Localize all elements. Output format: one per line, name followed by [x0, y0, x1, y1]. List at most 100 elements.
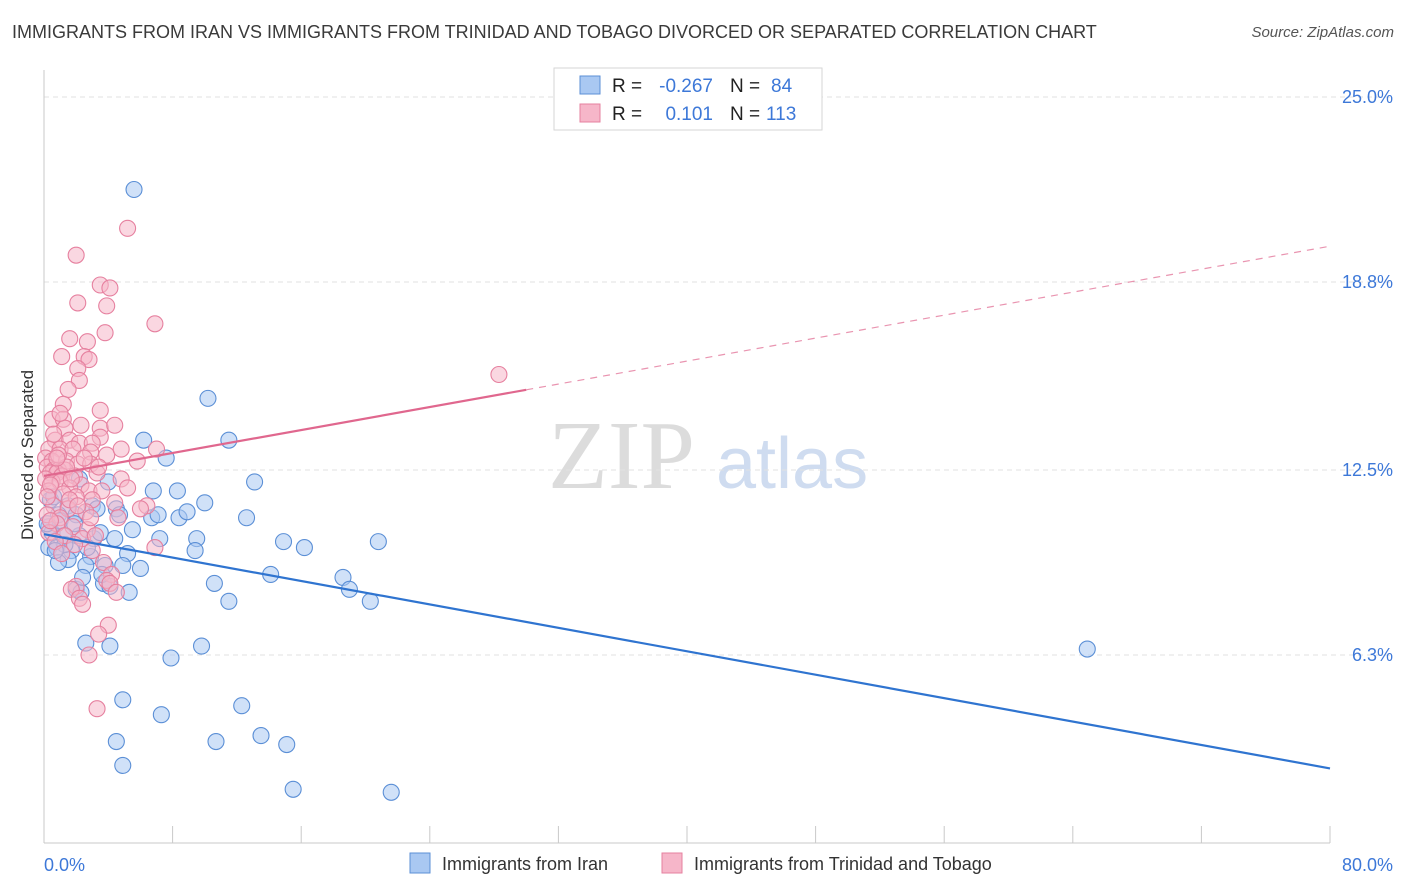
point-iran: [131, 559, 149, 578]
point-tt: [74, 595, 92, 613]
point-iran: [246, 473, 264, 491]
point-tt: [59, 380, 77, 398]
point-tt: [80, 351, 98, 369]
x-tick-label-max: 80.0%: [1342, 855, 1393, 875]
point-tt: [146, 539, 164, 557]
point-tt: [109, 509, 127, 527]
trendline-tt-extension: [526, 245, 1331, 391]
point-tt: [131, 500, 149, 518]
point-iran: [207, 732, 225, 751]
point-iran: [178, 503, 196, 521]
point-tt: [106, 494, 124, 512]
point-iran: [274, 533, 293, 551]
point-tt: [94, 553, 113, 572]
trendlines: [43, 245, 1331, 770]
point-iran: [220, 431, 238, 449]
point-tt: [101, 279, 119, 297]
point-iran: [123, 521, 141, 539]
point-tt: [106, 416, 124, 434]
point-tt: [78, 333, 96, 351]
bottom-legend-swatch-tt: [661, 852, 683, 874]
point-iran: [114, 556, 132, 575]
point-iran: [186, 542, 204, 560]
chart-title: IMMIGRANTS FROM IRAN VS IMMIGRANTS FROM …: [12, 22, 1097, 42]
point-tt: [75, 449, 93, 467]
legend-n-label-tt: N =: [730, 104, 760, 125]
bottom-legend-label-tt: Immigrants from Trinidad and Tobago: [694, 854, 992, 874]
point-tt: [88, 700, 106, 718]
trendline-tt: [43, 388, 527, 478]
point-iran: [149, 506, 167, 524]
y-axis-label: Divorced or Separated: [18, 370, 37, 540]
legend-swatch-iran: [579, 75, 601, 95]
point-iran: [220, 592, 238, 610]
point-iran: [233, 697, 251, 715]
point-iran: [114, 691, 132, 709]
point-tt: [98, 446, 116, 464]
point-iran: [295, 539, 313, 557]
point-tt: [96, 324, 114, 342]
point-tt: [38, 488, 56, 506]
point-iran: [144, 482, 162, 500]
legend-n-label-iran: N =: [730, 76, 760, 97]
x-tick-label-min: 0.0%: [44, 855, 85, 875]
point-iran: [114, 756, 132, 774]
point-tt: [48, 449, 66, 467]
point-tt: [112, 440, 130, 458]
bottom-legend-label-iran: Immigrants from Iran: [442, 854, 608, 874]
point-tt: [41, 512, 59, 530]
point-tt: [72, 416, 90, 434]
point-iran: [162, 649, 180, 667]
point-iran: [237, 509, 256, 527]
point-iran: [152, 706, 170, 724]
point-iran: [369, 533, 387, 551]
legend-n-value-iran: 84: [771, 76, 793, 97]
y-tick-labels: 6.3% 12.5% 18.8% 25.0%: [1342, 87, 1393, 665]
point-iran: [192, 637, 211, 655]
point-tt: [147, 440, 166, 458]
point-tt: [51, 404, 69, 422]
point-iran: [1078, 640, 1096, 658]
bottom-legend: Immigrants from Iran Immigrants from Tri…: [409, 852, 992, 874]
point-iran: [278, 735, 296, 754]
point-iran: [106, 530, 124, 548]
point-iran: [284, 780, 302, 798]
point-iran: [168, 482, 186, 500]
watermark-atlas: atlas: [716, 424, 868, 504]
point-iran: [199, 389, 217, 407]
legend-swatch-tt: [579, 103, 601, 123]
y-tick-label: 25.0%: [1342, 87, 1393, 107]
point-tt: [45, 425, 63, 443]
point-tt: [119, 219, 137, 237]
point-tt: [98, 297, 116, 315]
source-credit: Source: ZipAtlas.com: [1251, 24, 1394, 41]
point-tt: [82, 509, 100, 527]
point-iran: [252, 727, 270, 745]
watermark-zip: ZIP: [548, 402, 695, 510]
point-tt: [70, 371, 88, 390]
point-tt: [67, 246, 85, 264]
point-iran: [205, 574, 223, 592]
legend-r-value-iran: -0.267: [659, 76, 713, 97]
y-tick-label: 6.3%: [1352, 645, 1393, 665]
legend-r-value-tt: 0.101: [665, 104, 713, 125]
point-tt: [62, 470, 80, 488]
point-tt: [53, 545, 71, 563]
y-tick-label: 18.8%: [1342, 272, 1393, 292]
point-iran: [382, 783, 400, 801]
trendline-iran: [43, 533, 1331, 770]
point-tt: [69, 497, 87, 515]
legend-r-label-tt: R =: [612, 104, 642, 125]
point-iran: [125, 180, 143, 199]
point-tt: [146, 315, 164, 333]
y-tick-label: 12.5%: [1342, 460, 1393, 480]
legend-n-value-tt: 113: [766, 104, 796, 125]
point-iran: [196, 494, 214, 512]
point-tt: [61, 330, 79, 348]
point-tt: [80, 646, 98, 664]
point-tt: [490, 365, 508, 384]
point-tt: [119, 479, 137, 497]
point-iran: [101, 637, 119, 655]
point-tt: [91, 401, 109, 419]
